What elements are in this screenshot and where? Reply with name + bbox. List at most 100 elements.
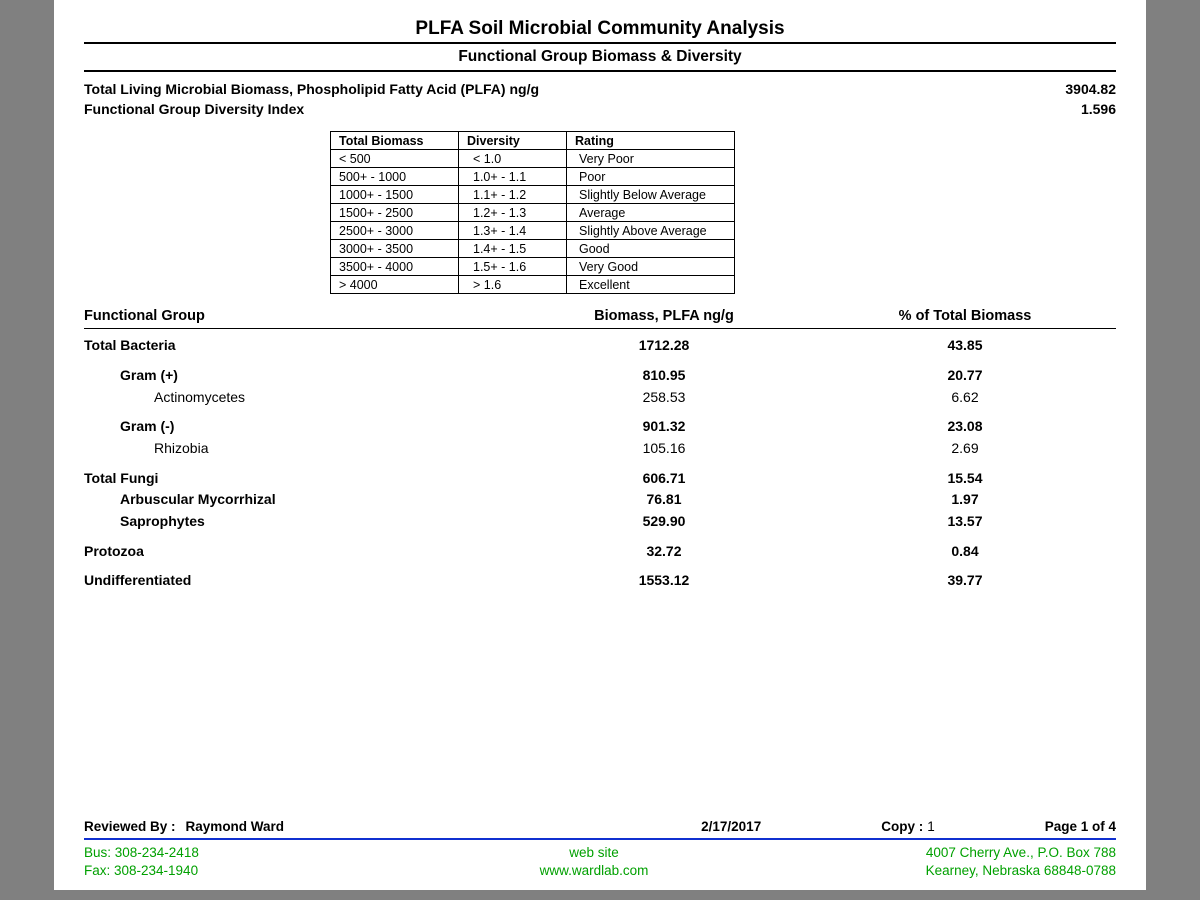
fg-row: Saprophytes529.9013.57 (84, 511, 1116, 533)
fg-name: Gram (+) (84, 365, 514, 387)
fg-row: Rhizobia105.162.69 (84, 438, 1116, 460)
rating-cell: 1.0+ - 1.1 (459, 168, 567, 186)
fg-name: Arbuscular Mycorrhizal (84, 489, 514, 511)
fg-pct: 23.08 (814, 416, 1116, 438)
rating-cell: < 500 (331, 150, 459, 168)
rating-cell: 2500+ - 3000 (331, 222, 459, 240)
contact-web-url: www.wardlab.com (444, 862, 744, 880)
rating-cell: 500+ - 1000 (331, 168, 459, 186)
fg-pct: 39.77 (814, 570, 1116, 592)
report-title: PLFA Soil Microbial Community Analysis (84, 18, 1116, 42)
fg-row: Total Fungi606.7115.54 (84, 468, 1116, 490)
fg-name: Total Bacteria (84, 335, 514, 357)
rating-cell: Good (567, 240, 735, 258)
rating-cell: Very Good (567, 258, 735, 276)
review-row: Reviewed By : Raymond Ward 2/17/2017 Cop… (84, 817, 1116, 840)
rating-cell: > 4000 (331, 276, 459, 294)
rating-col-header: Rating (567, 132, 735, 150)
rating-cell: 1.1+ - 1.2 (459, 186, 567, 204)
fg-name: Total Fungi (84, 468, 514, 490)
fg-biomass: 606.71 (514, 468, 814, 490)
fg-row: Total Bacteria1712.2843.85 (84, 335, 1116, 357)
rating-cell: 1.2+ - 1.3 (459, 204, 567, 222)
report-page: PLFA Soil Microbial Community Analysis F… (54, 0, 1146, 890)
reviewed-by-name: Raymond Ward (186, 819, 285, 834)
fg-name: Rhizobia (84, 438, 514, 460)
rating-row: 2500+ - 30001.3+ - 1.4Slightly Above Ave… (331, 222, 735, 240)
fg-pct: 6.62 (814, 387, 1116, 409)
rating-row: 3000+ - 35001.4+ - 1.5Good (331, 240, 735, 258)
fg-pct: 13.57 (814, 511, 1116, 533)
fg-row: Gram (-)901.3223.08 (84, 416, 1116, 438)
rating-cell: 3000+ - 3500 (331, 240, 459, 258)
fg-col-pct: % of Total Biomass (814, 308, 1116, 324)
reviewed-by-label: Reviewed By : (84, 819, 186, 834)
contact-addr1: 4007 Cherry Ave., P.O. Box 788 (744, 844, 1116, 862)
copy-label: Copy : (881, 819, 923, 834)
functional-group-header: Functional Group Biomass, PLFA ng/g % of… (84, 308, 1116, 328)
functional-group-body: Total Bacteria1712.2843.85 Gram (+)810.95… (84, 335, 1116, 592)
fg-row: Arbuscular Mycorrhizal76.811.97 (84, 489, 1116, 511)
contact-bus: Bus: 308-234-2418 (84, 844, 444, 862)
rating-cell: 1000+ - 1500 (331, 186, 459, 204)
rating-row: 3500+ - 40001.5+ - 1.6Very Good (331, 258, 735, 276)
rating-cell: Very Poor (567, 150, 735, 168)
rating-cell: > 1.6 (459, 276, 567, 294)
rating-cell: < 1.0 (459, 150, 567, 168)
fg-col-name: Functional Group (84, 308, 514, 324)
rating-row: 500+ - 10001.0+ - 1.1Poor (331, 168, 735, 186)
contact-row: Bus: 308-234-2418 Fax: 308-234-1940 web … (84, 840, 1116, 880)
fg-pct: 1.97 (814, 489, 1116, 511)
fg-header-rule (84, 328, 1116, 329)
fg-name: Undifferentiated (84, 570, 514, 592)
total-biomass-label: Total Living Microbial Biomass, Phosphol… (84, 80, 539, 100)
summary-block: Total Living Microbial Biomass, Phosphol… (84, 72, 1116, 125)
fg-biomass: 105.16 (514, 438, 814, 460)
rating-cell: Poor (567, 168, 735, 186)
rating-cell: Average (567, 204, 735, 222)
fg-row: Actinomycetes258.536.62 (84, 387, 1116, 409)
rating-col-header: Diversity (459, 132, 567, 150)
fg-biomass: 76.81 (514, 489, 814, 511)
rating-cell: 1.3+ - 1.4 (459, 222, 567, 240)
page-number: Page 1 of 4 (1045, 819, 1116, 834)
contact-web-label: web site (444, 844, 744, 862)
fg-row: Undifferentiated1553.1239.77 (84, 570, 1116, 592)
fg-biomass: 32.72 (514, 541, 814, 563)
fg-biomass: 901.32 (514, 416, 814, 438)
fg-pct: 43.85 (814, 335, 1116, 357)
total-biomass-value: 3904.82 (1065, 80, 1116, 100)
fg-row: Protozoa32.720.84 (84, 541, 1116, 563)
fg-name: Actinomycetes (84, 387, 514, 409)
rating-table: Total BiomassDiversityRating < 500< 1.0V… (330, 131, 735, 294)
rating-row: > 4000> 1.6Excellent (331, 276, 735, 294)
fg-name: Protozoa (84, 541, 514, 563)
review-date: 2/17/2017 (701, 819, 761, 834)
fg-biomass: 529.90 (514, 511, 814, 533)
fg-biomass: 1553.12 (514, 570, 814, 592)
fg-pct: 20.77 (814, 365, 1116, 387)
report-footer: Reviewed By : Raymond Ward 2/17/2017 Cop… (84, 817, 1116, 880)
diversity-index-label: Functional Group Diversity Index (84, 100, 304, 120)
contact-addr2: Kearney, Nebraska 68848-0788 (744, 862, 1116, 880)
rating-cell: Excellent (567, 276, 735, 294)
fg-pct: 15.54 (814, 468, 1116, 490)
fg-pct: 2.69 (814, 438, 1116, 460)
rating-row: < 500< 1.0Very Poor (331, 150, 735, 168)
rating-row: 1000+ - 15001.1+ - 1.2Slightly Below Ave… (331, 186, 735, 204)
rating-cell: 1.4+ - 1.5 (459, 240, 567, 258)
rating-cell: 1500+ - 2500 (331, 204, 459, 222)
fg-col-biomass: Biomass, PLFA ng/g (514, 308, 814, 324)
rating-cell: 3500+ - 4000 (331, 258, 459, 276)
fg-biomass: 258.53 (514, 387, 814, 409)
fg-name: Gram (-) (84, 416, 514, 438)
report-subtitle: Functional Group Biomass & Diversity (84, 42, 1116, 70)
contact-fax: Fax: 308-234-1940 (84, 862, 444, 880)
copy-value: 1 (923, 819, 935, 834)
fg-pct: 0.84 (814, 541, 1116, 563)
rating-cell: 1.5+ - 1.6 (459, 258, 567, 276)
fg-row: Gram (+)810.9520.77 (84, 365, 1116, 387)
rating-col-header: Total Biomass (331, 132, 459, 150)
fg-biomass: 1712.28 (514, 335, 814, 357)
rating-cell: Slightly Above Average (567, 222, 735, 240)
